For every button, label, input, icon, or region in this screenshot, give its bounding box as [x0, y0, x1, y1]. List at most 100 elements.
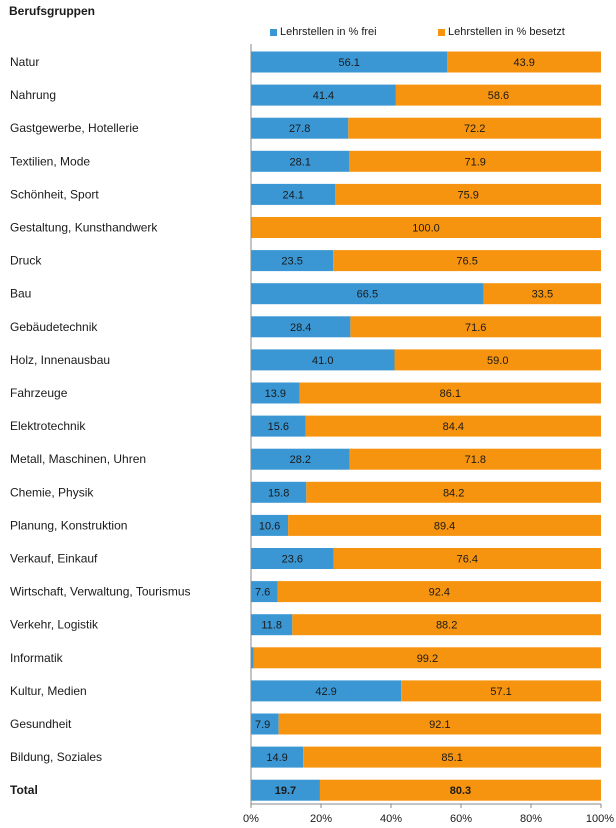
bar-segment-besetzt — [278, 713, 601, 735]
bar-segment-frei — [251, 481, 307, 503]
data-label: 84.2 — [443, 487, 464, 499]
data-label: 28.2 — [290, 454, 311, 466]
bar-segment-frei — [251, 614, 293, 636]
x-tick-label: 40% — [380, 813, 402, 825]
legend-swatch-besetzt — [438, 28, 445, 36]
bar-segment-besetzt — [395, 84, 601, 106]
bar-segment-besetzt — [306, 481, 601, 503]
x-tick-label: 20% — [310, 813, 332, 825]
category-label: Elektrotechnik — [10, 419, 86, 433]
category-label: Wirtschaft, Verwaltung, Tourismus — [10, 585, 191, 599]
data-label: 84.4 — [443, 421, 464, 433]
bar-segment-frei — [251, 183, 336, 205]
category-label: Natur — [10, 55, 39, 69]
data-label: 89.4 — [434, 520, 455, 532]
data-label: 100.0 — [412, 223, 440, 235]
legend-label-frei: Lehrstellen in % frei — [280, 26, 377, 38]
x-tick-label: 100% — [586, 813, 614, 825]
data-label: 33.5 — [532, 289, 553, 301]
category-label: Gesundheit — [10, 717, 72, 731]
data-label: 85.1 — [441, 752, 462, 764]
data-label: 23.6 — [282, 554, 303, 566]
data-label: 76.4 — [457, 554, 478, 566]
data-label: 57.1 — [490, 686, 511, 698]
data-label: 13.9 — [265, 388, 286, 400]
x-tick-label: 60% — [450, 813, 472, 825]
bar-segment-besetzt — [483, 283, 601, 305]
data-label: 92.4 — [429, 587, 450, 599]
data-label: 80.3 — [450, 785, 471, 797]
bar-segment-besetzt — [333, 548, 601, 569]
data-label: 28.1 — [289, 156, 310, 168]
chart-title: Berufsgruppen — [9, 4, 96, 18]
category-label: Fahrzeuge — [10, 386, 68, 400]
bar-segment-besetzt — [277, 581, 601, 603]
bar-segment-besetzt — [305, 415, 601, 437]
data-label: 86.1 — [440, 388, 461, 400]
data-label: 15.8 — [268, 487, 289, 499]
category-label: Holz, Innenausbau — [10, 353, 110, 367]
data-label: 14.9 — [266, 752, 287, 764]
data-label: 27.8 — [289, 123, 310, 135]
category-label: Verkehr, Logistik — [10, 618, 99, 632]
data-label: 59.0 — [487, 355, 508, 367]
category-label: Gebäudetechnik — [10, 320, 98, 334]
data-label: 11.8 — [261, 620, 282, 632]
category-label: Textilien, Mode — [10, 154, 90, 168]
category-label: Verkauf, Einkauf — [10, 552, 98, 566]
category-label: Kultur, Medien — [10, 684, 87, 698]
bar-segment-besetzt — [333, 250, 601, 272]
data-label: 7.9 — [255, 719, 270, 731]
bar-segment-frei — [251, 150, 350, 172]
data-label: 42.9 — [315, 686, 336, 698]
bar-segment-besetzt — [349, 150, 601, 172]
bar-segment-frei — [251, 779, 320, 801]
bar-segment-besetzt — [335, 183, 601, 205]
category-label: Total — [10, 783, 38, 797]
data-label: 41.4 — [313, 90, 334, 102]
data-label: 43.9 — [513, 57, 534, 69]
category-label: Bildung, Soziales — [10, 750, 102, 764]
bar-segment-frei — [251, 415, 306, 437]
data-label: 88.2 — [436, 620, 457, 632]
data-label: 15.6 — [268, 421, 289, 433]
bar-segment-frei — [251, 680, 402, 702]
legend-item-besetzt: Lehrstellen in % besetzt — [438, 26, 565, 38]
bar-segment-besetzt — [288, 514, 601, 536]
bar-segment-besetzt — [447, 51, 601, 73]
bar-segment-frei — [251, 548, 334, 569]
bar-segment-besetzt — [292, 614, 601, 636]
data-label: 58.6 — [488, 90, 509, 102]
bar-segment-besetzt — [349, 448, 601, 470]
bar-segment-frei — [251, 316, 351, 338]
category-label: Bau — [10, 287, 31, 301]
category-label: Gestaltung, Kunsthandwerk — [10, 221, 158, 235]
bar-segment-frei — [251, 581, 278, 603]
bar-segment-frei — [251, 117, 349, 139]
category-label: Chemie, Physik — [10, 485, 94, 499]
bar-segment-frei — [251, 283, 484, 305]
category-label: Informatik — [10, 651, 64, 665]
data-label: 10.6 — [259, 520, 280, 532]
bar-segment-besetzt — [303, 746, 601, 768]
data-label: 71.8 — [465, 454, 486, 466]
legend-item-frei: Lehrstellen in % frei — [270, 26, 377, 38]
bar-segment-besetzt — [299, 382, 601, 404]
data-label: 76.5 — [456, 256, 477, 268]
legend-swatch-frei — [270, 28, 277, 36]
data-label: 7.6 — [255, 587, 270, 599]
data-label: 99.2 — [417, 653, 438, 665]
bar-segment-besetzt — [348, 117, 601, 139]
bar-segment-frei — [251, 746, 304, 768]
data-label: 28.4 — [290, 322, 311, 334]
bar-segment-besetzt — [401, 680, 601, 702]
category-label: Druck — [10, 254, 42, 268]
bar-segment-frei — [251, 713, 279, 735]
data-label: 71.6 — [465, 322, 486, 334]
bar-segment-frei — [251, 448, 350, 470]
data-label: 24.1 — [282, 189, 303, 201]
bar-segment-besetzt — [350, 316, 601, 338]
bar-segment-besetzt — [319, 779, 601, 801]
bar-segment-frei — [251, 84, 396, 106]
